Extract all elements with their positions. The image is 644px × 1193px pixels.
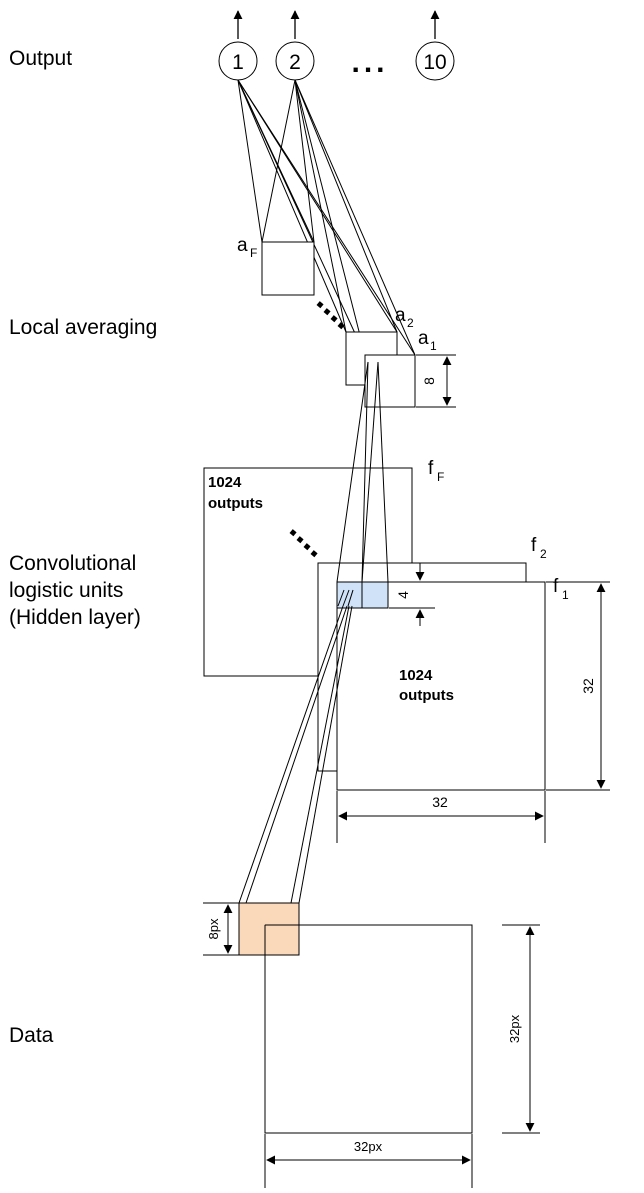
input-image: [264, 924, 473, 1134]
averaging-size-dimension: [416, 354, 456, 408]
feature-map-1: [336, 581, 546, 791]
output-connections: [237, 79, 416, 356]
input-height-label: 32px: [507, 1014, 522, 1043]
output-node-10: 10: [415, 10, 455, 81]
output-ellipsis: ...: [351, 46, 388, 79]
averaging-to-conv-connections: [336, 361, 389, 583]
input-width-dimension: [264, 1134, 473, 1188]
averaging-map-F-subscript: F: [250, 246, 257, 260]
layer-label-averaging: Local averaging: [9, 316, 157, 339]
layer-label-output: Output: [9, 47, 72, 70]
feature-map-2-symbol: f: [531, 535, 537, 556]
feature-map-F-outputs-count: 1024: [208, 474, 242, 491]
averaging-map-2-symbol: a: [395, 305, 406, 326]
conv-height-dimension: [546, 581, 610, 791]
input-patch: [238, 902, 300, 956]
feature-map-1-subscript: 1: [562, 588, 569, 602]
averaging-map-F: [261, 241, 315, 296]
feature-map-2-subscript: 2: [540, 547, 547, 561]
patch-size-dimension: [389, 563, 435, 626]
averaging-map-1: [364, 354, 416, 408]
output-node-1: 1: [218, 10, 258, 81]
output-node-10-label: 10: [423, 51, 446, 74]
layer-label-hidden-line3: (Hidden layer): [9, 606, 141, 629]
conv-width-label: 32: [432, 794, 448, 810]
conv-width-dimension: [336, 791, 546, 843]
conv-height-label: 32: [580, 678, 596, 694]
feature-map-F-symbol: f: [428, 458, 434, 479]
input-width-label: 32px: [354, 1139, 383, 1154]
averaging-size-label: 8: [421, 377, 437, 385]
input-patch-label: 8px: [206, 918, 221, 939]
feature-map-1-outputs-count: 1024: [399, 667, 433, 684]
averaging-map-F-symbol: a: [237, 235, 248, 256]
feature-map-1-symbol: f: [553, 576, 559, 597]
averaging-map-2-subscript: 2: [407, 316, 414, 330]
input-height-dimension: [502, 924, 540, 1134]
output-node-1-label: 1: [232, 51, 244, 74]
averaging-ellipsis-dots: [316, 301, 345, 330]
output-node-2: 2: [275, 10, 315, 81]
input-to-conv-connections: [238, 589, 354, 904]
feature-ellipsis-dots: [289, 529, 318, 558]
layer-label-hidden-line2: logistic units: [9, 579, 123, 602]
averaging-map-1-subscript: 1: [430, 339, 437, 353]
layer-label-data: Data: [9, 1024, 54, 1047]
patch-size-label: 4: [395, 591, 411, 599]
feature-map-F-outputs-word: outputs: [208, 495, 263, 512]
input-patch-dimension: [203, 902, 239, 956]
layer-label-hidden-line1: Convolutional: [9, 552, 136, 575]
output-node-2-label: 2: [289, 51, 301, 74]
feature-map-1-outputs-word: outputs: [399, 687, 454, 704]
averaging-map-1-symbol: a: [418, 328, 429, 349]
feature-map-F-subscript: F: [437, 470, 444, 484]
